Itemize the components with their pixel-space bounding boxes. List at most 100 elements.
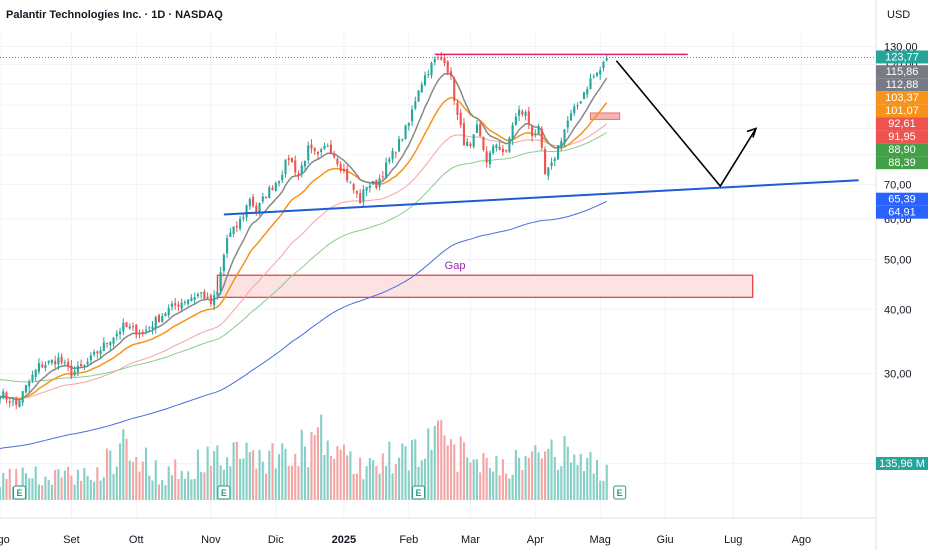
candle-body (170, 303, 174, 307)
volume-bar (313, 435, 316, 500)
volume-bar (443, 435, 446, 500)
volume-bar (255, 468, 258, 500)
candle-body (352, 184, 355, 190)
candle-body (462, 123, 466, 146)
volume-bar (375, 466, 378, 500)
volume-bar (346, 455, 349, 500)
month-label: Mag (590, 534, 611, 546)
candle-body (534, 133, 537, 136)
candle-body (80, 363, 83, 367)
volume-bar (86, 476, 89, 500)
volume-bar (368, 457, 371, 500)
volume-bar (34, 466, 37, 500)
volume-bar (592, 473, 595, 500)
candle-body (281, 174, 284, 181)
candle-body (73, 371, 76, 375)
candle-body (193, 297, 196, 300)
volume-bar (485, 457, 488, 500)
volume-bar (239, 458, 242, 500)
volume-tag (876, 457, 928, 470)
candle-body (430, 62, 433, 76)
candle-body (264, 197, 268, 199)
candle-body (60, 356, 63, 363)
candle-body (498, 146, 501, 150)
volume-bar (44, 476, 47, 500)
candle-body (537, 126, 540, 135)
candle-body (433, 58, 436, 63)
volume-bar (37, 484, 40, 500)
volume-bar (122, 429, 125, 500)
volume-bar (8, 468, 11, 500)
candle-body (388, 159, 391, 162)
volume-bar (287, 465, 290, 500)
volume-bar (109, 450, 112, 500)
volume-bar (294, 453, 297, 500)
price-tags: 123,77 115,86112,88103,37101,0792,6191,95… (876, 50, 928, 470)
volume-bar (537, 452, 540, 500)
volume-bar (531, 451, 534, 500)
candle-body (508, 138, 511, 152)
volume-bar (388, 441, 391, 500)
volume-bar (274, 468, 277, 500)
candle-body (346, 168, 349, 181)
candle-body (440, 57, 443, 60)
candle-body (258, 203, 261, 214)
candle-body (378, 178, 381, 187)
candle-body (349, 182, 352, 184)
candle-body (472, 134, 475, 147)
candle-body (28, 381, 31, 387)
volume-bar (556, 469, 560, 500)
volume-bar (60, 477, 63, 500)
volume-bar (76, 469, 79, 500)
volume-bar (582, 470, 586, 500)
candle-body (527, 111, 530, 125)
volume-bar (544, 451, 547, 500)
candle-body (514, 116, 517, 125)
candle-body (569, 113, 573, 121)
ema200-line (0, 200, 607, 449)
month-label: Giu (657, 534, 674, 546)
candle-body (518, 109, 521, 116)
candles[interactable] (0, 51, 608, 410)
candle-body (144, 329, 148, 331)
volume-bar (271, 443, 274, 500)
overlays: Gap (216, 112, 754, 298)
volume-bar (547, 448, 550, 500)
candle-body (540, 128, 543, 148)
volume-bar (115, 466, 118, 500)
earnings-marker (412, 485, 426, 500)
volume-bar (268, 450, 271, 500)
volume-bar (248, 452, 251, 500)
volume-bar (141, 461, 144, 500)
volume-bar (174, 459, 177, 500)
currency-label[interactable]: USD (887, 9, 910, 21)
volume-bar (219, 465, 222, 500)
volume-bar (576, 464, 579, 500)
volume-bar (372, 459, 375, 500)
volume-bar (245, 442, 248, 500)
gap-zone (216, 274, 754, 298)
candle-body (248, 198, 251, 207)
volume-bar (190, 479, 193, 500)
volume-bar (355, 473, 358, 500)
supply-zone (589, 112, 621, 120)
candle-body (488, 152, 491, 165)
candle-body (34, 370, 37, 377)
candle-body (190, 297, 193, 301)
volume-bar (359, 457, 362, 500)
candle-body (109, 342, 112, 346)
volume-bar (93, 481, 96, 500)
price-tag-label: 112,88 (886, 79, 919, 91)
gap-label: Gap (445, 260, 466, 272)
candle-body (148, 327, 151, 329)
volume-bar (177, 478, 180, 500)
price-tag (876, 143, 928, 157)
candle-body (303, 160, 307, 167)
candle-body (398, 139, 401, 152)
volume-bar (316, 427, 320, 500)
candle-body (229, 232, 232, 237)
volume-bar (63, 470, 66, 500)
candle-body (63, 362, 66, 364)
